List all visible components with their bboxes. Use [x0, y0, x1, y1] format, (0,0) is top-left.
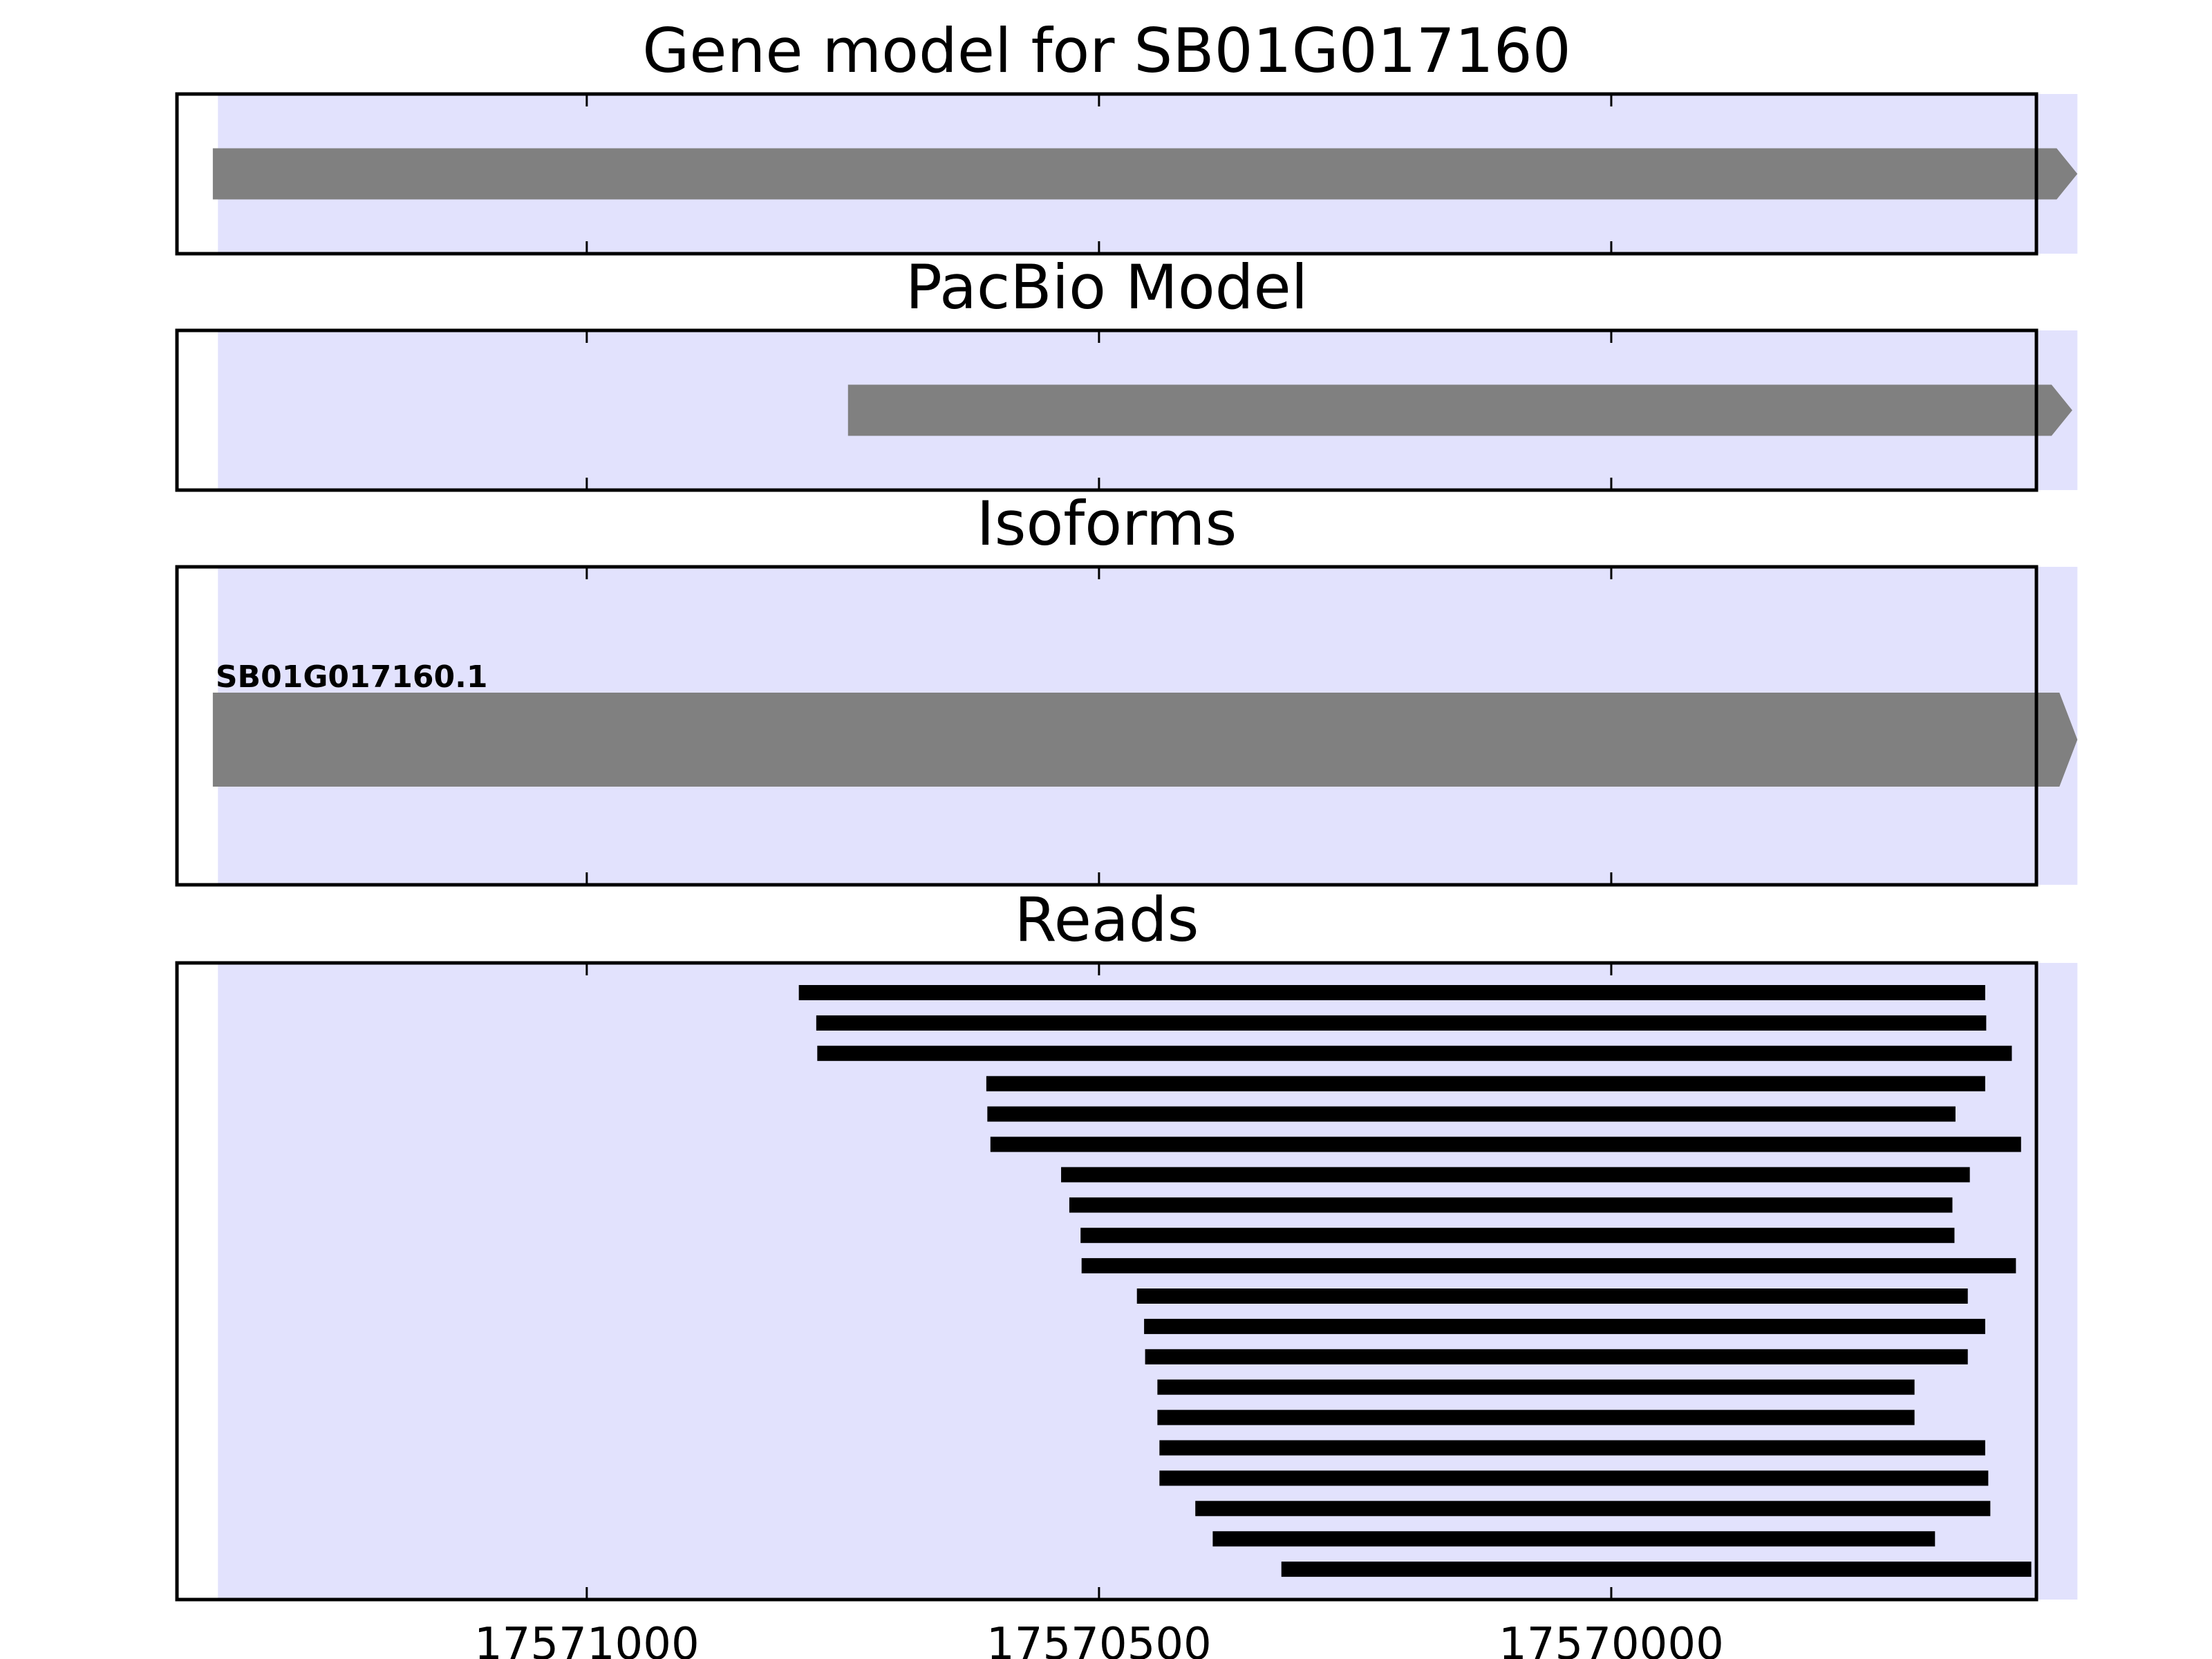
read-bar	[987, 1106, 1956, 1122]
panel-title: Reads	[1015, 884, 1199, 955]
read-bar	[1136, 1288, 1968, 1304]
panel-title: Isoforms	[977, 488, 1237, 559]
x-tick-label: 17571000	[474, 1619, 700, 1659]
feature-arrow	[847, 384, 2072, 436]
panel-reads: Reads 17571000 17570500 17570000	[175, 884, 2078, 1659]
shaded-region	[218, 963, 2078, 1600]
panel-isoforms: Isoforms SB01G017160.1	[175, 488, 2078, 887]
read-bar	[1157, 1379, 1915, 1395]
feature-arrow	[212, 693, 2078, 787]
read-bar	[798, 985, 1985, 1000]
read-bar	[1145, 1349, 1968, 1365]
read-bar	[816, 1015, 1987, 1031]
feature-arrow	[212, 148, 2078, 200]
read-bar	[1144, 1318, 1985, 1334]
read-bar	[1195, 1501, 1991, 1517]
panels-group: Gene model for SB01G017160 PacBio Model Is…	[175, 15, 2078, 1659]
panel-title: Gene model for SB01G017160	[642, 15, 1571, 86]
panel-frame	[175, 565, 2038, 887]
panel-frame	[175, 328, 2038, 492]
x-tick-label: 17570000	[1499, 1619, 1724, 1659]
panel-gene-model: Gene model for SB01G017160	[175, 15, 2078, 256]
read-bar	[1157, 1409, 1915, 1425]
read-bar	[1080, 1228, 1955, 1244]
isoform-label: SB01G017160.1	[216, 659, 488, 695]
panel-pacbio-model: PacBio Model	[175, 252, 2078, 492]
read-bar	[1061, 1167, 1970, 1183]
read-bar	[1281, 1562, 2032, 1577]
read-bar	[990, 1136, 2021, 1152]
read-bar	[817, 1045, 2012, 1061]
read-bar	[1159, 1440, 1985, 1456]
read-bar	[1069, 1197, 1953, 1213]
read-bar	[1212, 1531, 1936, 1547]
panel-frame	[175, 92, 2038, 256]
panel-frame	[175, 961, 2038, 1602]
panel-title: PacBio Model	[906, 252, 1308, 323]
x-tick-label: 17570500	[986, 1619, 1212, 1659]
read-bar	[1081, 1258, 2016, 1274]
read-bar	[1159, 1470, 1989, 1486]
read-bar	[986, 1076, 1985, 1091]
